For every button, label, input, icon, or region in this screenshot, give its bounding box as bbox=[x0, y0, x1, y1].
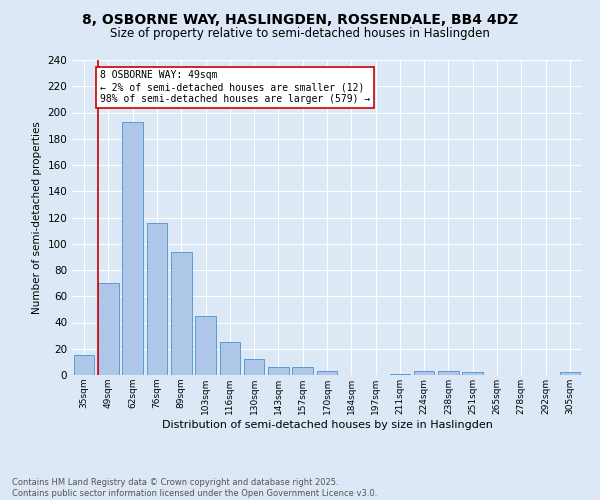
X-axis label: Distribution of semi-detached houses by size in Haslingden: Distribution of semi-detached houses by … bbox=[161, 420, 493, 430]
Text: Contains HM Land Registry data © Crown copyright and database right 2025.
Contai: Contains HM Land Registry data © Crown c… bbox=[12, 478, 377, 498]
Bar bbox=[74, 356, 94, 375]
Text: Size of property relative to semi-detached houses in Haslingden: Size of property relative to semi-detach… bbox=[110, 28, 490, 40]
Bar bbox=[438, 371, 459, 375]
Text: 8 OSBORNE WAY: 49sqm
← 2% of semi-detached houses are smaller (12)
98% of semi-d: 8 OSBORNE WAY: 49sqm ← 2% of semi-detach… bbox=[100, 70, 370, 104]
Bar bbox=[171, 252, 191, 375]
Bar bbox=[292, 367, 313, 375]
Bar bbox=[195, 316, 216, 375]
Bar bbox=[463, 372, 483, 375]
Bar bbox=[414, 371, 434, 375]
Bar bbox=[389, 374, 410, 375]
Bar bbox=[98, 283, 119, 375]
Bar bbox=[220, 342, 240, 375]
Bar bbox=[146, 223, 167, 375]
Y-axis label: Number of semi-detached properties: Number of semi-detached properties bbox=[32, 121, 42, 314]
Text: 8, OSBORNE WAY, HASLINGDEN, ROSSENDALE, BB4 4DZ: 8, OSBORNE WAY, HASLINGDEN, ROSSENDALE, … bbox=[82, 12, 518, 26]
Bar bbox=[122, 122, 143, 375]
Bar bbox=[244, 359, 265, 375]
Bar bbox=[560, 372, 580, 375]
Bar bbox=[268, 367, 289, 375]
Bar bbox=[317, 371, 337, 375]
